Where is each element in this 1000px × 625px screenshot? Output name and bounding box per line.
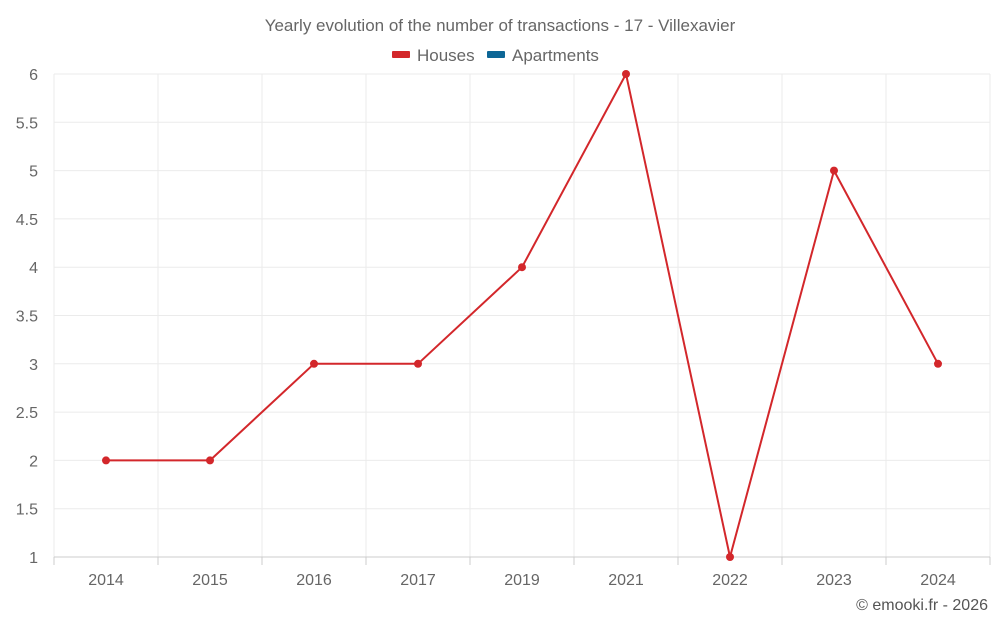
- x-axis: 2014 2015 2016 2017 2019 2021 2022 2023 2024: [53, 556, 991, 589]
- x-tick-label-2021: 2021: [608, 572, 644, 589]
- x-tick-label-2015: 2015: [192, 572, 228, 589]
- x-tick-label-2017: 2017: [400, 572, 436, 589]
- legend-label-apartments: Apartments: [512, 46, 599, 65]
- y-tick-label: 6: [29, 67, 38, 84]
- legend: Houses Apartments: [392, 46, 599, 65]
- data-point-houses-2019[interactable]: [518, 263, 526, 272]
- y-tick-label: 4.5: [16, 212, 38, 229]
- y-tick-label: 2: [29, 453, 38, 470]
- legend-item-houses[interactable]: Houses: [392, 46, 475, 65]
- y-tick-label: 1.5: [16, 502, 38, 519]
- x-tick-label-2016: 2016: [296, 572, 332, 589]
- legend-label-houses: Houses: [417, 46, 475, 65]
- data-point-houses-2015[interactable]: [206, 456, 214, 465]
- legend-swatch-houses: [392, 51, 410, 58]
- series-houses: [102, 70, 942, 561]
- x-tick-label-2019: 2019: [504, 572, 540, 589]
- credit-text: © emooki.fr - 2026: [856, 597, 988, 614]
- y-tick-label: 3.5: [16, 309, 38, 326]
- x-tick-label-2023: 2023: [816, 572, 852, 589]
- data-point-houses-2021[interactable]: [622, 70, 630, 78]
- legend-item-apartments[interactable]: Apartments: [487, 46, 599, 65]
- data-point-houses-2014[interactable]: [102, 456, 110, 465]
- y-tick-label: 2.5: [16, 405, 38, 422]
- y-tick-label: 1: [29, 550, 38, 567]
- chart-title: Yearly evolution of the number of transa…: [265, 16, 736, 35]
- data-point-houses-2022[interactable]: [726, 553, 734, 561]
- y-tick-label: 5.5: [16, 115, 38, 132]
- grid: [53, 73, 991, 558]
- y-tick-label: 3: [29, 357, 38, 374]
- x-tick-label-2022: 2022: [712, 572, 748, 589]
- x-tick-label-2014: 2014: [88, 572, 124, 589]
- legend-swatch-apartments: [487, 51, 505, 58]
- data-point-houses-2023[interactable]: [830, 166, 838, 175]
- y-tick-label: 5: [29, 164, 38, 181]
- y-tick-label: 4: [29, 260, 38, 277]
- y-axis: 1 1.5 2 2.5 3 3.5 4 4.5 5 5.5 6: [16, 67, 38, 567]
- data-point-houses-2017[interactable]: [414, 359, 422, 368]
- data-point-houses-2024[interactable]: [934, 359, 942, 368]
- x-tick-label-2024: 2024: [920, 572, 956, 589]
- data-point-houses-2016[interactable]: [310, 359, 318, 368]
